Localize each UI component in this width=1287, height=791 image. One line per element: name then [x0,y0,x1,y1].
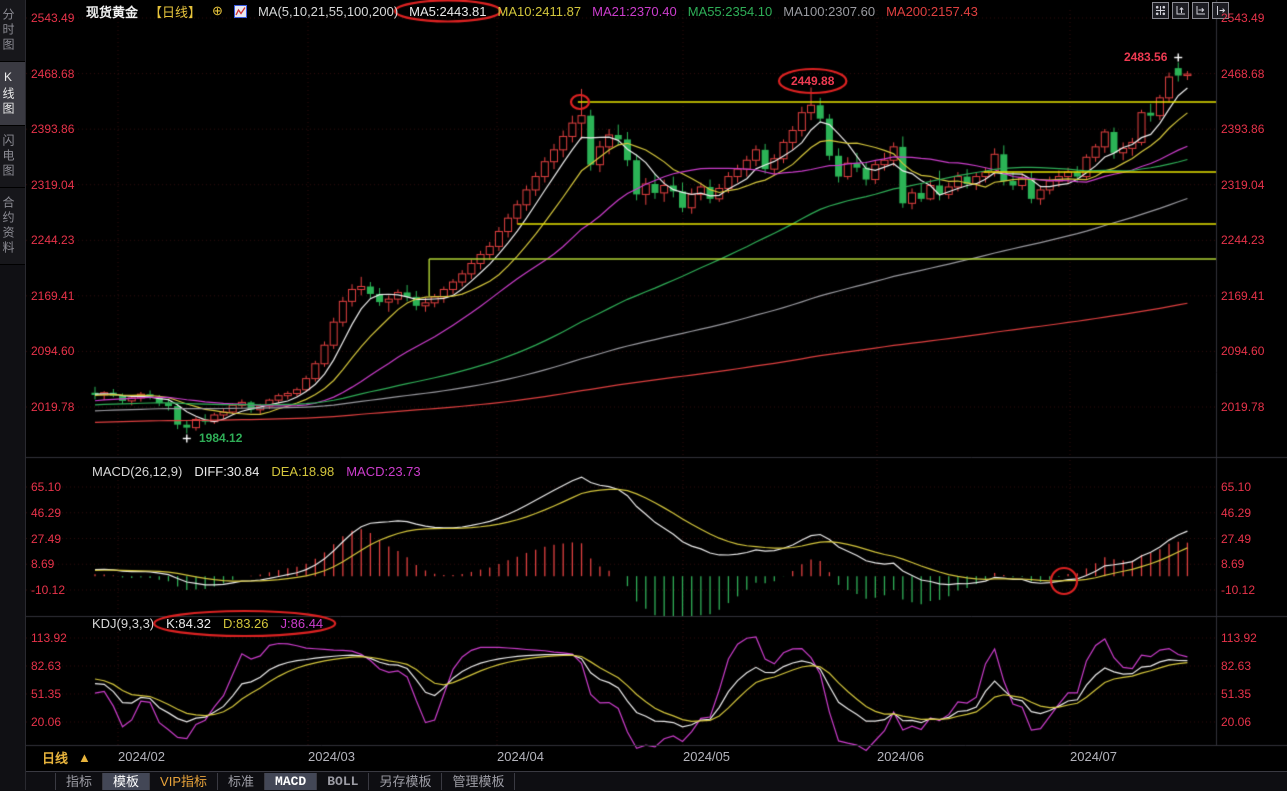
bottom-tab-2[interactable]: VIP指标 [150,772,218,790]
macd-value-0: DIFF:30.84 [194,464,260,479]
x-axis-label: 2024/05 [683,749,730,764]
price-label-2: 1984.12 [199,431,243,445]
expand-icon[interactable]: ⊕ [212,3,223,18]
chart-header: 现货黄金 【日线】 ⊕ MA(5,10,21,55,100,200) MA5:2… [86,2,978,20]
y-axis-label: 8.69 [1221,557,1245,572]
ma-value-1: MA10:2411.87 [497,3,582,19]
y-axis-label: 65.10 [1221,480,1252,494]
period-arrow-icon: ▲ [78,750,91,765]
y-axis-label: 46.29 [1221,505,1252,520]
kdj-title: KDJ(9,3,3) [92,616,155,631]
symbol-title: 现货黄金 [86,4,139,20]
bottom-tab-strip [0,771,1287,791]
x-axis-label: 2024/02 [118,749,165,764]
chart-style-icon[interactable] [233,4,247,18]
y-axis-label: 2319.04 [1221,177,1265,192]
ma-value-0: MA5:2443.81 [409,3,487,19]
y-axis-label: 20.06 [1221,715,1252,729]
kdj-header: KDJ(9,3,3) K:84.32 D:83.26 J:86.44 [92,616,323,631]
bottom-tab-0[interactable]: 指标 [55,772,104,790]
period-label: 日线 [42,751,69,766]
crosshair-icon[interactable] [1152,2,1169,19]
y-axis-label: 2543.49 [31,11,75,25]
sidebar-tab-2[interactable]: 闪电图 [0,126,25,188]
y-axis-label: 2094.60 [1221,344,1265,359]
y-axis-label: 82.63 [31,659,62,673]
y-axis-label: 2244.23 [31,233,75,248]
macd-value-2: MACD:23.73 [346,464,421,479]
x-axis-label: 2024/03 [308,749,355,764]
bottom-tab-6[interactable]: 另存模板 [369,772,443,790]
kdj-value-2: J:86.44 [280,616,324,631]
y-axis-label: 2169.41 [31,288,75,303]
bottom-tab-3[interactable]: 标准 [218,772,266,790]
price-label-0: 2483.56 [1124,50,1168,64]
y-axis-label: 2543.49 [1221,11,1265,25]
y-axis-label: 51.35 [31,686,62,701]
bottom-tab-1[interactable]: 模板 [103,772,151,790]
y-axis-label: -10.12 [31,583,66,597]
y-axis-label: 2468.68 [31,66,75,81]
sidebar-tab-1[interactable]: K线图 [0,62,25,126]
macd-header: MACD(26,12,9) DIFF:30.84 DEA:18.98 MACD:23… [92,464,421,479]
y-axis-label: 20.06 [31,715,62,729]
y-axis-label: 2393.86 [1221,122,1265,137]
y-axis-label: -10.12 [1221,583,1256,597]
ma-values: MA5:2443.81 MA10:2411.87 MA21:2370.40 MA55:… [409,4,978,19]
y-axis-label: 51.35 [1221,686,1252,701]
y-axis-label: 2468.68 [1221,66,1265,81]
chart-toolbar [1152,2,1229,19]
bottom-tab-5[interactable]: BOLL [317,772,370,790]
ma-value-4: MA100:2307.60 [783,3,876,19]
pan-right-icon[interactable] [1212,2,1229,19]
y-axis-label: 2393.86 [31,122,75,137]
y-axis-label: 2019.78 [1221,400,1265,414]
ma-group-label: MA(5,10,21,55,100,200) [257,3,399,19]
macd-values: DIFF:30.84 DEA:18.98 MACD:23.73 [194,464,420,479]
bottom-tab-7[interactable]: 管理模板 [442,772,516,790]
x-axis-label: 2024/06 [877,749,924,764]
y-axis-label: 113.92 [1221,631,1257,645]
bottom-tab-bar: 指标 模板 VIP指标 标准 MACD BOLL 另存模板 管理模板 [55,772,516,790]
y-axis-label: 2019.78 [31,400,75,414]
y-axis-label: 2169.41 [1221,288,1265,303]
macd-title: MACD(26,12,9) [92,464,183,479]
x-axis-label: 2024/07 [1070,749,1117,764]
ma-value-5: MA200:2157.43 [886,3,978,19]
y-axis-label: 27.49 [31,531,62,546]
period-indicator[interactable]: 日线 ▲ [42,748,91,767]
kdj-values: K:84.32 D:83.26 J:86.44 [166,616,323,631]
macd-value-1: DEA:18.98 [271,464,335,479]
period-title: 【日线】 [149,4,202,20]
x-axis-label: 2024/04 [497,749,544,764]
ma-value-3: MA55:2354.10 [687,3,773,19]
y-axis-label: 65.10 [31,480,62,494]
kdj-value-0: K:84.32 [166,616,211,631]
scale-x-icon[interactable] [1192,2,1209,19]
sidebar-tab-0[interactable]: 分时图 [0,0,25,62]
y-axis-label: 2244.23 [1221,233,1265,248]
y-axis-label: 2094.60 [31,344,75,359]
y-axis-label: 82.63 [1221,659,1252,673]
kdj-value-1: D:83.26 [222,616,269,631]
y-axis-label: 113.92 [31,631,67,645]
y-axis-label: 46.29 [31,505,62,520]
sidebar-tab-3[interactable]: 合约资料 [0,188,25,265]
bottom-tab-4[interactable]: MACD [265,772,318,790]
price-label-1: 2449.88 [791,74,835,88]
ma-value-2: MA21:2370.40 [592,3,677,19]
scale-y-icon[interactable] [1172,2,1189,19]
y-axis-label: 8.69 [31,557,55,572]
sidebar: 分时图 K线图 闪电图 合约资料 [0,0,26,790]
y-axis-label: 2319.04 [31,177,75,192]
y-axis-label: 27.49 [1221,531,1252,546]
